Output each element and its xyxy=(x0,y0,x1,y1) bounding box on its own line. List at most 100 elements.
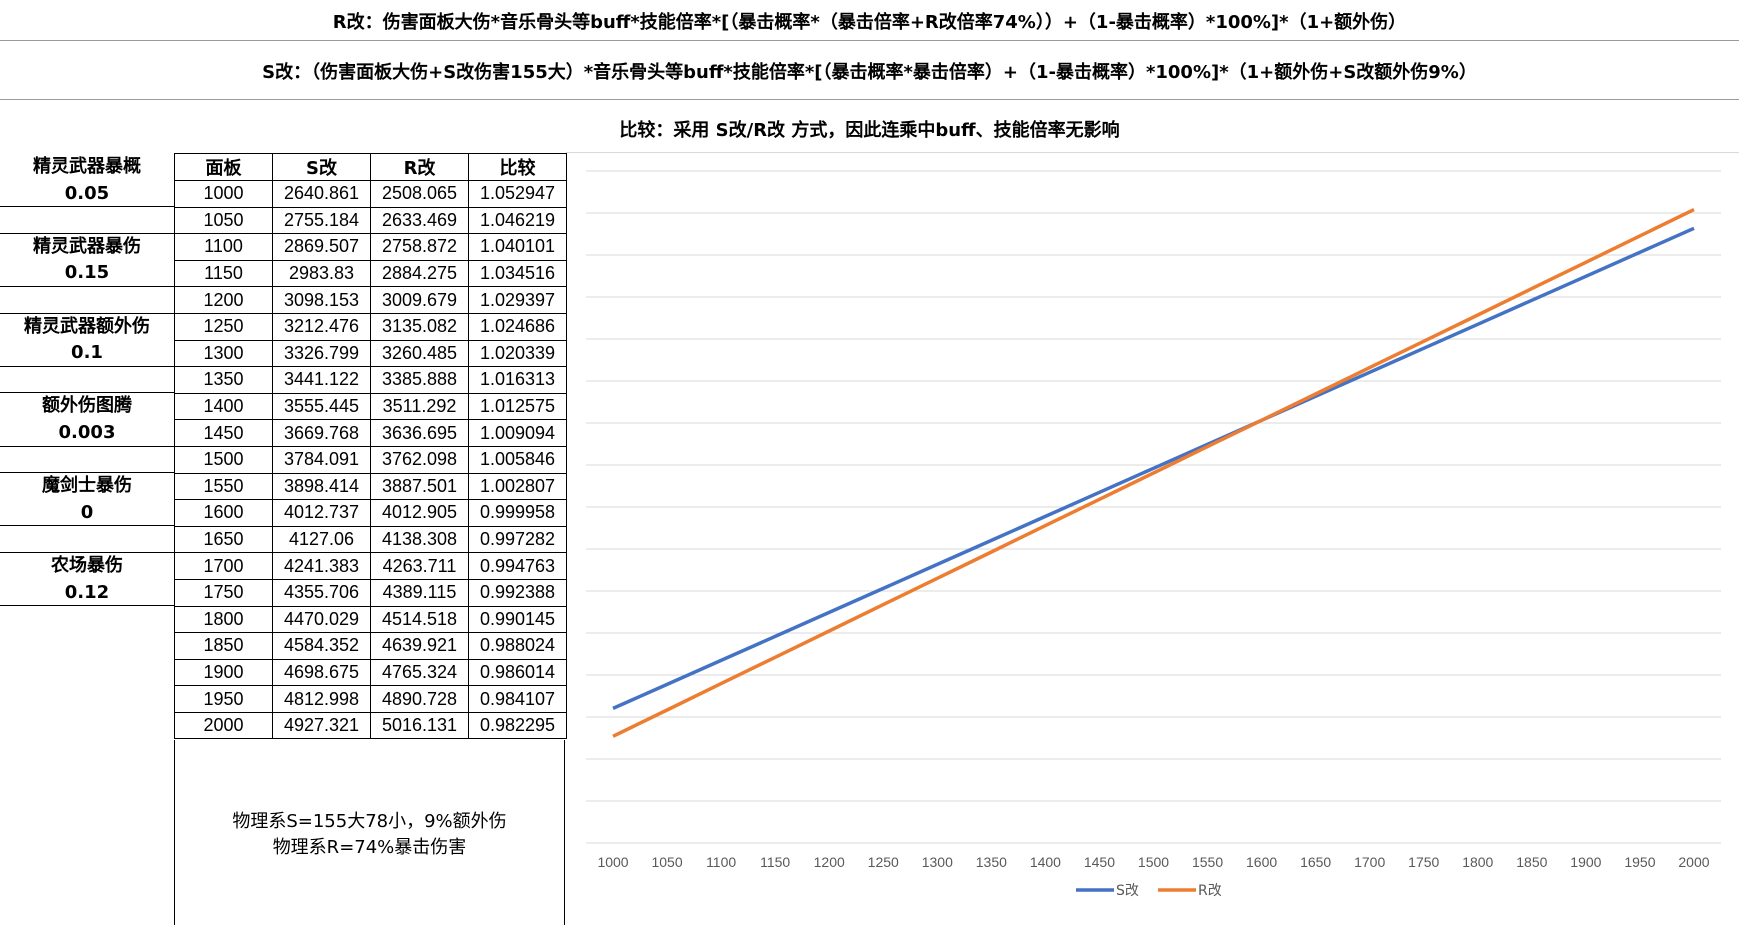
table-row: 1300 3326.799 3260.485 1.020339 xyxy=(174,339,567,368)
table-cell: 3636.695 xyxy=(370,419,469,447)
table-cell: 3898.414 xyxy=(272,472,371,501)
param-label: 精灵武器额外伤 xyxy=(24,315,150,337)
x-tick-label: 1700 xyxy=(1354,854,1385,870)
table-cell: 1850 xyxy=(174,632,273,660)
param-label: 精灵武器暴伤 xyxy=(33,235,141,257)
table-cell: 1700 xyxy=(174,552,273,580)
x-tick-label: 1600 xyxy=(1246,854,1277,870)
table-row: 1450 3669.768 3636.695 1.009094 xyxy=(174,419,567,447)
table-cell: 1.024686 xyxy=(468,312,567,341)
param-label: 魔剑士暴伤 xyxy=(42,475,132,497)
table-cell: 2869.507 xyxy=(272,233,371,261)
param-spacer xyxy=(0,287,174,314)
table-cell: 4514.518 xyxy=(370,605,469,634)
table-row: 1950 4812.998 4890.728 0.984107 xyxy=(174,685,567,713)
table-cell: 1350 xyxy=(174,366,273,394)
x-tick-label: 1850 xyxy=(1516,854,1547,870)
x-tick-label: 1800 xyxy=(1462,854,1493,870)
table-cell: 4012.905 xyxy=(370,499,469,527)
param-value: 0.003 xyxy=(0,420,174,447)
param-spacer xyxy=(0,207,174,234)
param-label: 精灵武器暴概 xyxy=(33,156,141,177)
table-cell: 4470.029 xyxy=(272,605,371,634)
header-r: R改 xyxy=(370,153,469,181)
table-cell: 1900 xyxy=(174,658,273,687)
param-value: 0.12 xyxy=(0,580,174,607)
table-cell: 4355.706 xyxy=(272,578,371,607)
table-cell: 4639.921 xyxy=(370,632,469,660)
legend-label: R改 xyxy=(1198,883,1222,899)
table-row: 1600 4012.737 4012.905 0.999958 xyxy=(174,499,567,527)
table-cell: 1750 xyxy=(174,578,273,607)
table-row: 1200 3098.153 3009.679 1.029397 xyxy=(174,286,567,314)
table-cell: 1500 xyxy=(174,445,273,474)
data-table: 面板 S改 R改 比较 1000 2640.861 2508.065 1.052947… xyxy=(174,153,567,740)
table-cell: 1400 xyxy=(174,392,273,421)
x-tick-label: 1350 xyxy=(976,854,1007,870)
table-cell: 2755.184 xyxy=(272,206,371,235)
table-header-row: 面板 S改 R改 比较 xyxy=(174,153,567,181)
table-row: 1550 3898.414 3887.501 1.002807 xyxy=(174,472,567,501)
table-cell: 0.988024 xyxy=(468,632,567,660)
x-tick-label: 1750 xyxy=(1408,854,1439,870)
param-value: 0.1 xyxy=(0,340,174,367)
table-row: 1750 4355.706 4389.115 0.992388 xyxy=(174,578,567,607)
table-cell: 3260.485 xyxy=(370,339,469,368)
table-cell: 1550 xyxy=(174,472,273,501)
table-cell: 0.994763 xyxy=(468,552,567,580)
x-tick-label: 1000 xyxy=(597,854,628,870)
parameter-column: 精灵武器暴概 0.05 精灵武器暴伤 0.15 精灵武器额外伤 0.1 额外伤图腾 0.003… xyxy=(0,154,174,607)
table-cell: 4241.383 xyxy=(272,552,371,580)
table-cell: 3511.292 xyxy=(370,392,469,421)
table-cell: 3887.501 xyxy=(370,472,469,501)
table-cell: 2640.861 xyxy=(272,180,371,208)
legend-label: S改 xyxy=(1116,883,1139,899)
table-row: 1250 3212.476 3135.082 1.024686 xyxy=(174,312,567,341)
table-cell: 1300 xyxy=(174,339,273,368)
table-row: 1700 4241.383 4263.711 0.994763 xyxy=(174,552,567,580)
table-cell: 5016.131 xyxy=(370,711,469,740)
chart-top-border xyxy=(566,152,1739,153)
series-line-s xyxy=(612,226,1695,710)
table-row: 1400 3555.445 3511.292 1.012575 xyxy=(174,392,567,421)
table-cell: 3212.476 xyxy=(272,312,371,341)
x-tick-label: 2000 xyxy=(1678,854,1709,870)
table-cell: 3385.888 xyxy=(370,366,469,394)
header-compare: 比较 xyxy=(468,153,567,181)
table-cell: 0.992388 xyxy=(468,578,567,607)
table-cell: 4812.998 xyxy=(272,685,371,713)
param-label: 农场暴伤 xyxy=(51,554,123,576)
table-cell: 2000 xyxy=(174,711,273,740)
table-cell: 3762.098 xyxy=(370,445,469,474)
table-cell: 1250 xyxy=(174,312,273,341)
x-tick-label: 1400 xyxy=(1030,854,1061,870)
s-formula: S改：（伤害面板大伤+S改伤害155大）*音乐骨头等buff*技能倍率*[（暴击… xyxy=(262,62,1477,83)
table-cell: 1200 xyxy=(174,286,273,314)
table-cell: 1050 xyxy=(174,206,273,235)
x-tick-label: 1450 xyxy=(1084,854,1115,870)
table-cell: 0.986014 xyxy=(468,658,567,687)
table-cell: 3326.799 xyxy=(272,339,371,368)
series-line-r xyxy=(612,208,1695,738)
table-cell: 4765.324 xyxy=(370,658,469,687)
param-label: 额外伤图腾 xyxy=(42,395,132,417)
table-cell: 1.016313 xyxy=(468,366,567,394)
table-row: 1850 4584.352 4639.921 0.988024 xyxy=(174,632,567,660)
table-cell: 1.009094 xyxy=(468,419,567,447)
divider xyxy=(0,99,1739,100)
table-cell: 3009.679 xyxy=(370,286,469,314)
table-cell: 2884.275 xyxy=(370,259,469,288)
table-row: 1150 2983.83 2884.275 1.034516 xyxy=(174,259,567,288)
param-value: 0.05 xyxy=(0,181,174,208)
table-cell: 1.029397 xyxy=(468,286,567,314)
table-cell: 0.982295 xyxy=(468,711,567,740)
table-cell: 4389.115 xyxy=(370,578,469,607)
x-tick-label: 1050 xyxy=(651,854,682,870)
table-cell: 3784.091 xyxy=(272,445,371,474)
x-tick-label: 1900 xyxy=(1570,854,1601,870)
table-cell: 4127.06 xyxy=(272,525,371,554)
table-cell: 0.999958 xyxy=(468,499,567,527)
table-cell: 4927.321 xyxy=(272,711,371,740)
table-cell: 2633.469 xyxy=(370,206,469,235)
table-row: 1800 4470.029 4514.518 0.990145 xyxy=(174,605,567,634)
